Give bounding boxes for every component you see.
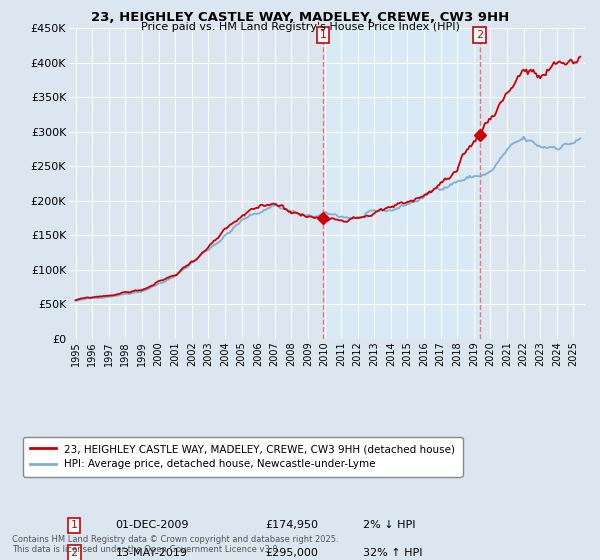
Text: 13-MAY-2019: 13-MAY-2019 xyxy=(115,548,187,558)
Text: £174,950: £174,950 xyxy=(265,520,318,530)
Bar xyxy=(323,28,480,339)
Text: 2: 2 xyxy=(476,30,484,40)
Text: Contains HM Land Registry data © Crown copyright and database right 2025.
This d: Contains HM Land Registry data © Crown c… xyxy=(12,535,338,554)
Text: 1: 1 xyxy=(71,520,77,530)
Legend: 23, HEIGHLEY CASTLE WAY, MADELEY, CREWE, CW3 9HH (detached house), HPI: Average : 23, HEIGHLEY CASTLE WAY, MADELEY, CREWE,… xyxy=(23,437,463,477)
Text: 1: 1 xyxy=(320,30,326,40)
Text: 2: 2 xyxy=(71,548,78,558)
Text: 01-DEC-2009: 01-DEC-2009 xyxy=(115,520,189,530)
Text: 2% ↓ HPI: 2% ↓ HPI xyxy=(363,520,416,530)
Text: 32% ↑ HPI: 32% ↑ HPI xyxy=(363,548,422,558)
Text: £295,000: £295,000 xyxy=(265,548,318,558)
Text: 23, HEIGHLEY CASTLE WAY, MADELEY, CREWE, CW3 9HH: 23, HEIGHLEY CASTLE WAY, MADELEY, CREWE,… xyxy=(91,11,509,24)
Text: Price paid vs. HM Land Registry's House Price Index (HPI): Price paid vs. HM Land Registry's House … xyxy=(140,22,460,32)
